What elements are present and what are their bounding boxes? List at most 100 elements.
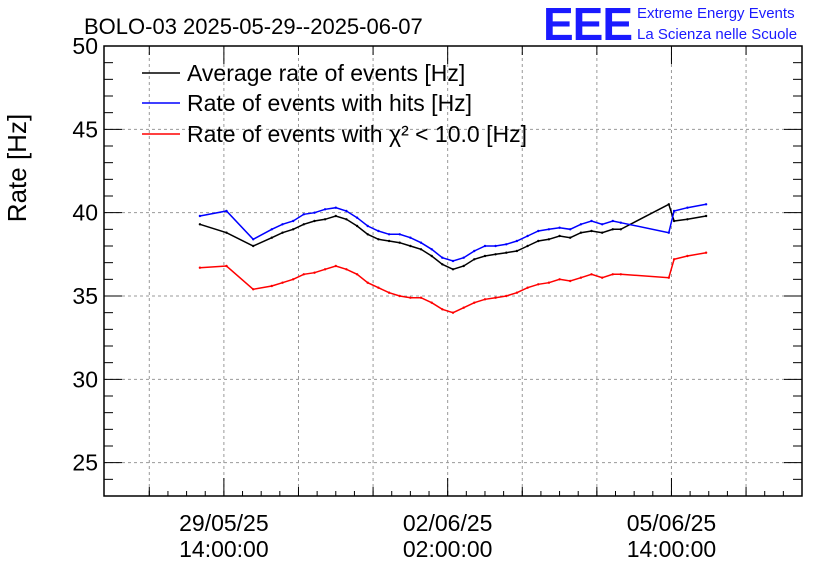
legend-label-2: Rate of events with χ² < 10.0 [Hz] [187, 121, 527, 147]
series-point-0 [441, 263, 444, 266]
series-point-2 [334, 264, 337, 268]
series-point-2 [704, 251, 708, 254]
series-point-0 [579, 231, 583, 234]
series-point-0 [198, 223, 202, 226]
series-point-0 [569, 236, 572, 239]
y-tick-label: 35 [72, 283, 98, 309]
x-tick-label-date: 29/05/25 [179, 510, 269, 536]
series-point-2 [225, 264, 228, 268]
series-point-1 [462, 256, 465, 259]
series-point-1 [579, 223, 583, 226]
series-point-2 [430, 301, 433, 304]
series-point-2 [462, 306, 465, 309]
y-axis-title: Rate [Hz] [2, 114, 32, 222]
series-line-0 [199, 203, 707, 271]
series-point-1 [387, 233, 391, 236]
series-point-1 [619, 221, 622, 224]
series-point-2 [387, 291, 391, 294]
series-point-0 [537, 239, 540, 243]
series-point-0 [323, 218, 327, 221]
series-point-1 [345, 209, 348, 213]
series-point-2 [398, 294, 401, 298]
x-tick-label-time: 02:00:00 [403, 536, 493, 562]
series-point-2 [537, 283, 540, 286]
series-point-0 [590, 229, 593, 233]
series-point-0 [526, 244, 529, 248]
series-point-0 [345, 218, 348, 221]
series-point-1 [377, 229, 380, 233]
series-point-1 [419, 241, 423, 244]
series-point-2 [281, 281, 284, 284]
series-point-0 [451, 268, 455, 271]
data-series [198, 203, 708, 314]
series-point-2 [483, 298, 487, 301]
series-point-2 [292, 278, 295, 281]
series-point-2 [419, 296, 423, 299]
series-point-1 [281, 223, 284, 226]
series-point-1 [473, 249, 476, 253]
logo-line-1: Extreme Energy Events [637, 5, 795, 22]
y-tick-label: 50 [72, 33, 98, 59]
series-point-1 [672, 209, 676, 213]
series-point-0 [334, 214, 337, 218]
series-point-1 [505, 243, 508, 246]
series-point-0 [409, 244, 412, 248]
series-point-1 [537, 229, 540, 233]
series-point-0 [686, 218, 689, 221]
legend-label-1: Rate of events with hits [Hz] [187, 90, 472, 116]
series-point-1 [270, 228, 273, 231]
series-point-1 [526, 234, 529, 238]
series-point-0 [601, 231, 604, 234]
series-point-0 [225, 231, 228, 234]
series-point-2 [323, 268, 327, 271]
series-point-1 [409, 236, 412, 239]
series-point-1 [252, 238, 255, 241]
logo-line-2: La Scienza nelle Scuole [637, 26, 797, 43]
x-tick-label-date: 02/06/25 [403, 510, 493, 536]
series-point-0 [313, 219, 316, 223]
series-point-2 [198, 266, 202, 269]
series-point-1 [601, 223, 604, 226]
x-tick-label-time: 14:00:00 [179, 536, 269, 562]
series-point-0 [483, 254, 487, 258]
logo-letters: EEE [543, 0, 632, 50]
series-point-2 [547, 281, 551, 284]
series-point-2 [494, 296, 497, 299]
series-point-1 [441, 256, 444, 259]
series-point-1 [667, 231, 670, 234]
series-point-1 [313, 211, 316, 214]
x-tick-label-time: 14:00:00 [627, 536, 717, 562]
series-point-0 [398, 241, 401, 244]
series-point-2 [619, 273, 622, 276]
series-point-0 [252, 244, 255, 248]
series-point-0 [355, 224, 359, 228]
series-point-1 [590, 219, 593, 223]
series-point-2 [252, 288, 255, 291]
series-point-0 [462, 264, 465, 268]
y-tick-label: 40 [72, 200, 98, 226]
legend: Average rate of events [Hz] Rate of even… [142, 60, 527, 147]
series-point-1 [547, 228, 551, 231]
series-point-2 [313, 271, 316, 274]
series-point-2 [409, 296, 412, 299]
series-point-2 [302, 273, 305, 276]
x-tick-label-date: 05/06/25 [627, 510, 717, 536]
logo: EEE Extreme Energy Events La Scienza nel… [543, 0, 797, 50]
series-point-1 [366, 224, 369, 228]
y-tick-label: 30 [72, 366, 98, 392]
series-point-0 [672, 219, 676, 223]
series-point-1 [225, 209, 228, 213]
series-point-0 [377, 238, 380, 241]
series-point-0 [547, 238, 551, 241]
series-point-0 [619, 228, 622, 231]
y-tick-label: 25 [72, 450, 98, 476]
series-point-1 [398, 233, 401, 236]
series-point-0 [366, 233, 369, 236]
series-point-1 [198, 214, 202, 218]
series-point-1 [323, 208, 327, 211]
series-point-1 [611, 219, 614, 223]
series-point-1 [355, 216, 359, 219]
series-point-0 [281, 231, 284, 234]
y-tick-label: 45 [72, 116, 98, 142]
series-point-2 [345, 268, 348, 271]
